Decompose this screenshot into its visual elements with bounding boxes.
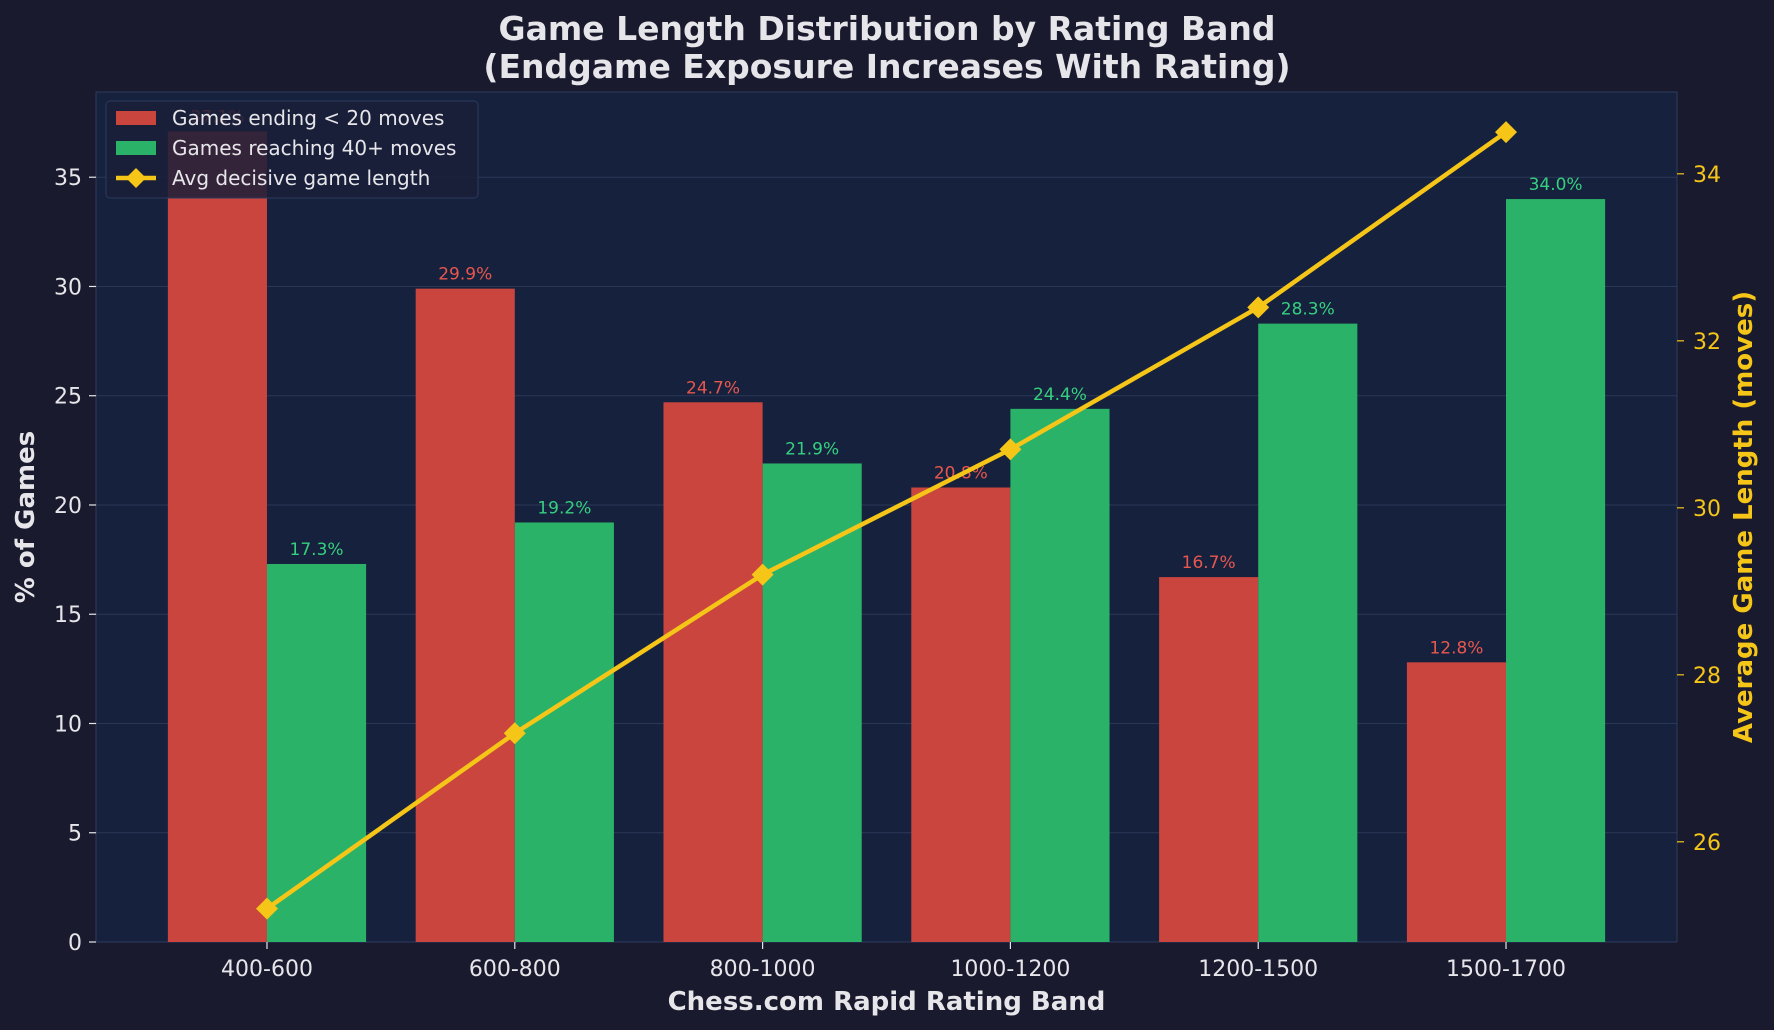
- bar-short-games: [911, 487, 1011, 942]
- left-tick-label: 0: [68, 931, 82, 956]
- avg-length-line: [265, 130, 1508, 911]
- right-tick-label: 28: [1693, 664, 1721, 689]
- bar-short-games: [415, 288, 515, 943]
- chart-title: Game Length Distribution by Rating Band: [499, 9, 1276, 48]
- avg-length-marker: [1495, 121, 1518, 144]
- left-tick-label: 10: [54, 712, 82, 737]
- legend-swatch: [116, 111, 156, 125]
- bar-value-label: 28.3%: [1281, 300, 1335, 320]
- legend-label: Avg decisive game length: [172, 166, 430, 190]
- right-tick-label: 34: [1693, 163, 1721, 188]
- bar-short-games: [1406, 662, 1507, 942]
- avg-length-marker: [255, 897, 278, 920]
- x-tick-label: 1200-1500: [1198, 957, 1318, 982]
- bars: [167, 131, 1606, 943]
- right-tick-label: 30: [1693, 497, 1721, 522]
- bar-long-games: [1010, 408, 1110, 943]
- bar-long-games: [1506, 199, 1606, 943]
- avg-length-marker: [999, 438, 1022, 461]
- bar-short-games: [663, 402, 763, 942]
- chart-subtitle: (Endgame Exposure Increases With Rating): [483, 47, 1290, 86]
- bar-value-label: 24.4%: [1033, 385, 1087, 405]
- left-tick-label: 30: [54, 275, 82, 300]
- left-tick-label: 20: [54, 494, 82, 519]
- left-tick-label: 15: [54, 603, 82, 628]
- bar-value-label: 24.7%: [686, 378, 740, 398]
- line-series: [255, 121, 1518, 920]
- legend-box: [105, 100, 479, 199]
- bar-value-label: 12.8%: [1429, 638, 1483, 658]
- x-axis-label: Chess.com Rapid Rating Band: [668, 987, 1106, 1017]
- bar-value-label: 16.7%: [1182, 553, 1236, 573]
- right-tick-label: 32: [1693, 330, 1721, 355]
- y2-axis-label: Average Game Length (moves): [1729, 291, 1759, 743]
- legend-label: Games ending < 20 moves: [172, 106, 444, 130]
- left-tick-label: 5: [68, 822, 82, 847]
- bar-long-games: [266, 563, 367, 942]
- x-tick-label: 800-1000: [710, 957, 816, 982]
- left-axis-ticks: 0 5 10 15 20 25 30 35: [54, 166, 96, 956]
- bar-long-games: [514, 522, 614, 942]
- left-tick-label: 25: [54, 385, 82, 410]
- x-tick-label: 1000-1200: [950, 957, 1070, 982]
- legend-label: Games reaching 40+ moves: [172, 136, 456, 160]
- bar-value-label: 34.0%: [1529, 175, 1583, 195]
- y-axis-label: % of Games: [11, 431, 41, 603]
- avg-length-marker: [1247, 296, 1270, 319]
- legend: Games ending < 20 moves Games reaching 40…: [105, 100, 479, 199]
- bar-value-label: 19.2%: [537, 498, 591, 518]
- avg-length-marker: [503, 722, 526, 745]
- x-tick-label: 600-800: [469, 957, 561, 982]
- bar-value-label: 29.9%: [438, 265, 492, 285]
- left-tick-label: 35: [54, 166, 82, 191]
- x-tick-label: 1500-1700: [1446, 957, 1566, 982]
- x-axis-ticks: 400-600 600-800 800-1000 1000-1200 1200-1500…: [221, 942, 1566, 982]
- right-axis-ticks: 26 28 30 32 34: [1677, 163, 1721, 856]
- bar-short-games: [1159, 577, 1259, 942]
- x-tick-label: 400-600: [221, 957, 313, 982]
- bar-long-games: [1258, 323, 1358, 943]
- avg-length-marker: [751, 563, 774, 586]
- bar-value-label: 21.9%: [785, 439, 839, 459]
- right-tick-label: 26: [1693, 831, 1721, 856]
- legend-marker: [126, 168, 146, 188]
- bar-long-games: [762, 463, 862, 942]
- bar-short-games: [167, 131, 267, 943]
- legend-swatch: [116, 141, 156, 155]
- bar-value-label: 17.3%: [290, 540, 344, 560]
